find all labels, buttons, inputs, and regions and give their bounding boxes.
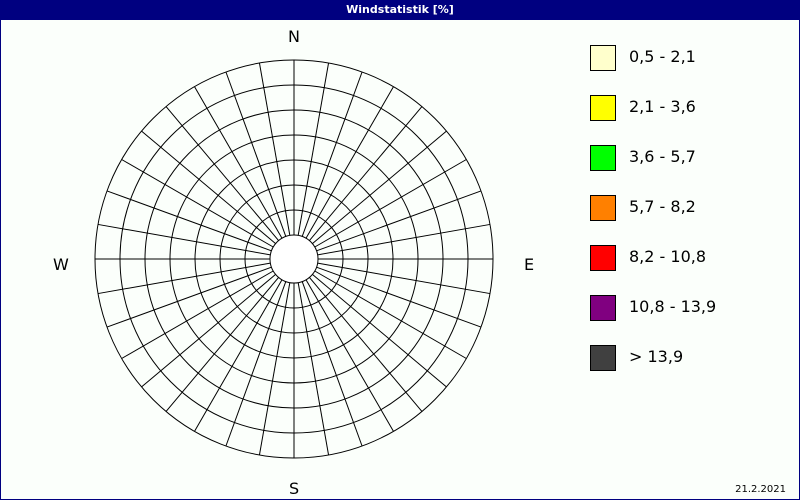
- speed-ring: [219, 184, 369, 334]
- sector-spoke: [106, 190, 272, 252]
- sector-spoke: [305, 86, 394, 239]
- legend-label: 10,8 - 13,9: [629, 297, 717, 316]
- sector-spoke: [312, 274, 447, 388]
- calm-circle: [269, 234, 319, 284]
- date-label: 21.2.2021: [735, 484, 786, 495]
- sector-spoke: [121, 159, 274, 248]
- west-label: W: [53, 255, 69, 274]
- sector-spoke: [225, 281, 287, 447]
- speed-ring: [169, 134, 419, 384]
- sector-spoke: [194, 279, 283, 432]
- speed-ring: [119, 84, 469, 434]
- sector-spoke: [297, 282, 330, 456]
- sector-spoke: [165, 277, 279, 412]
- legend-label: > 13,9: [629, 347, 684, 366]
- sector-spoke: [301, 281, 363, 447]
- speed-ring: [94, 59, 494, 459]
- south-label: S: [289, 479, 300, 498]
- sector-spoke: [97, 262, 271, 295]
- sector-spoke: [305, 279, 394, 432]
- north-label: N: [288, 27, 300, 46]
- speed-ring: [194, 159, 394, 359]
- sector-spoke: [317, 223, 491, 256]
- legend-label: 8,2 - 10,8: [629, 247, 707, 266]
- legend-swatch: [590, 95, 616, 121]
- legend-label: 0,5 - 2,1: [629, 47, 696, 66]
- sector-spoke: [297, 62, 330, 236]
- sector-spoke: [309, 277, 423, 412]
- sector-spoke: [141, 130, 276, 244]
- legend-swatch: [590, 145, 616, 171]
- legend-swatch: [590, 345, 616, 371]
- sector-spoke: [309, 106, 423, 241]
- speed-ring: [244, 209, 344, 309]
- sector-spoke: [165, 106, 279, 241]
- sector-spoke: [258, 62, 291, 236]
- legend-swatch: [590, 295, 616, 321]
- legend-label: 2,1 - 3,6: [629, 97, 696, 116]
- sector-spoke: [317, 262, 491, 295]
- sector-spoke: [312, 130, 447, 244]
- sector-spoke: [316, 190, 482, 252]
- sector-spoke: [314, 270, 467, 359]
- legend-swatch: [590, 245, 616, 271]
- legend-swatch: [590, 45, 616, 71]
- sector-spoke: [141, 274, 276, 388]
- sector-spoke: [194, 86, 283, 239]
- sector-spoke: [225, 71, 287, 237]
- sector-spoke: [258, 282, 291, 456]
- legend-label: 5,7 - 8,2: [629, 197, 696, 216]
- sector-spoke: [97, 223, 271, 256]
- title-bar: Windstatistik [%]: [0, 0, 800, 20]
- sector-spoke: [301, 71, 363, 237]
- sector-spoke: [316, 266, 482, 328]
- east-label: E: [524, 255, 535, 274]
- legend-swatch: [590, 195, 616, 221]
- sector-spoke: [121, 270, 274, 359]
- sector-spoke: [314, 159, 467, 248]
- sector-spoke: [106, 266, 272, 328]
- legend-label: 3,6 - 5,7: [629, 147, 696, 166]
- speed-ring: [144, 109, 444, 409]
